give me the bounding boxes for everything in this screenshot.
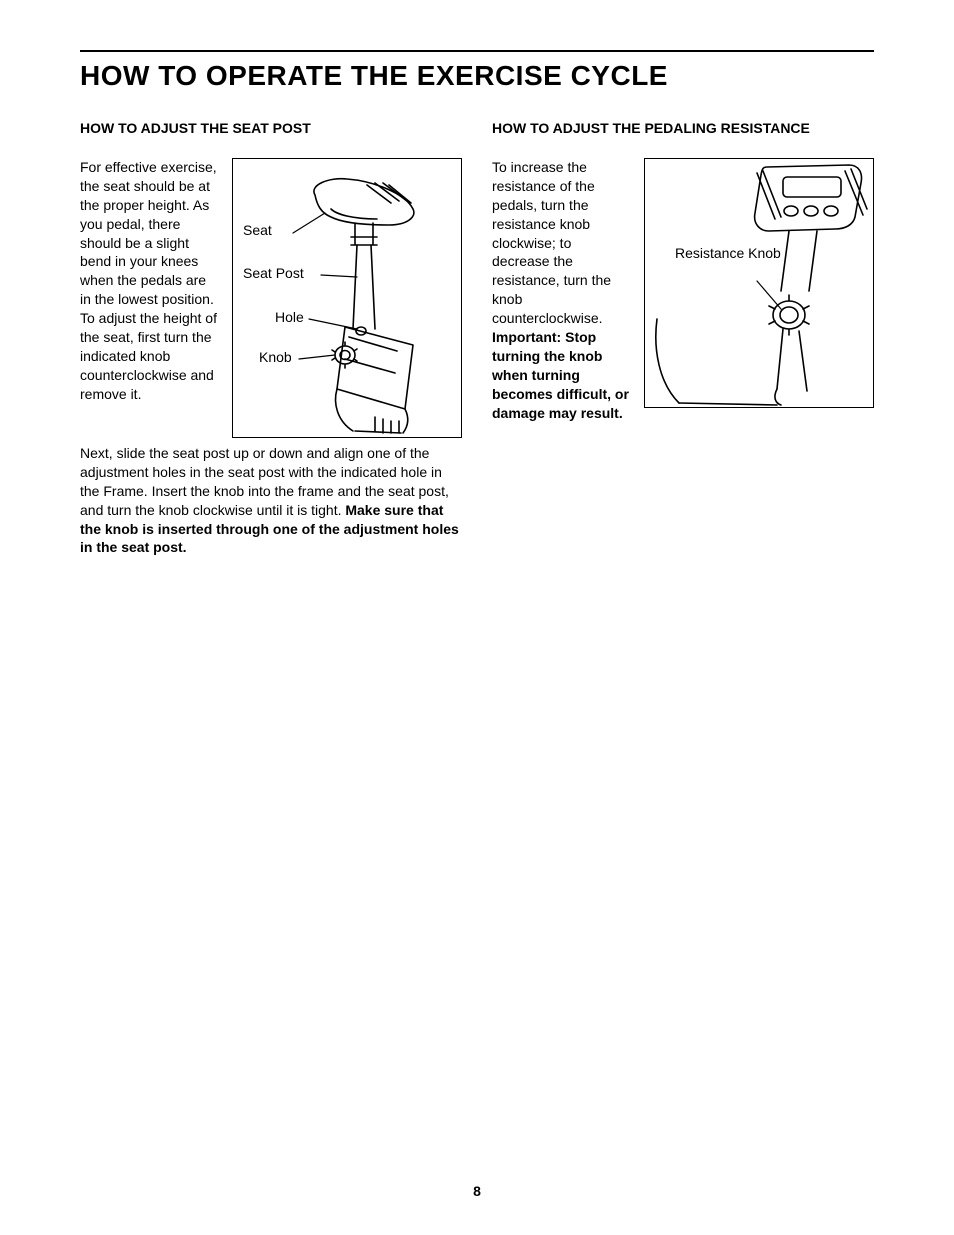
right-column: HOW TO ADJUST THE PEDALING RESISTANCE To… (492, 120, 874, 557)
label-seat-post: Seat Post (243, 265, 304, 281)
label-resistance-knob: Resistance Knob (675, 245, 755, 261)
right-text-figure-row: To increase the resistance of the pedals… (492, 158, 874, 422)
right-para1a: To increase the resistance of the pedals… (492, 159, 611, 326)
page-title: HOW TO OPERATE THE EXERCISE CYCLE (80, 60, 874, 92)
left-text-figure-row: For effective exercise, the seat should … (80, 158, 462, 438)
right-para1b: Important: Stop turning the knob when tu… (492, 329, 629, 421)
right-para1: To increase the resistance of the pedals… (492, 158, 630, 422)
left-para1: For effective exercise, the seat should … (80, 158, 218, 404)
top-rule (80, 50, 874, 52)
resistance-diagram-svg (645, 159, 873, 407)
seat-diagram-svg (233, 159, 461, 437)
label-resistance-knob-text: Resistance Knob (675, 245, 755, 261)
label-knob: Knob (259, 349, 292, 365)
left-column: HOW TO ADJUST THE SEAT POST For effectiv… (80, 120, 462, 557)
seat-post-figure: Seat Seat Post Hole Knob (232, 158, 462, 438)
right-heading: HOW TO ADJUST THE PEDALING RESISTANCE (492, 120, 874, 136)
left-para2: Next, slide the seat post up or down and… (80, 444, 462, 557)
label-seat: Seat (243, 222, 272, 238)
resistance-knob-figure: Resistance Knob (644, 158, 874, 408)
two-column-layout: HOW TO ADJUST THE SEAT POST For effectiv… (80, 120, 874, 557)
page-number: 8 (0, 1183, 954, 1199)
label-hole: Hole (275, 309, 304, 325)
left-heading: HOW TO ADJUST THE SEAT POST (80, 120, 462, 136)
